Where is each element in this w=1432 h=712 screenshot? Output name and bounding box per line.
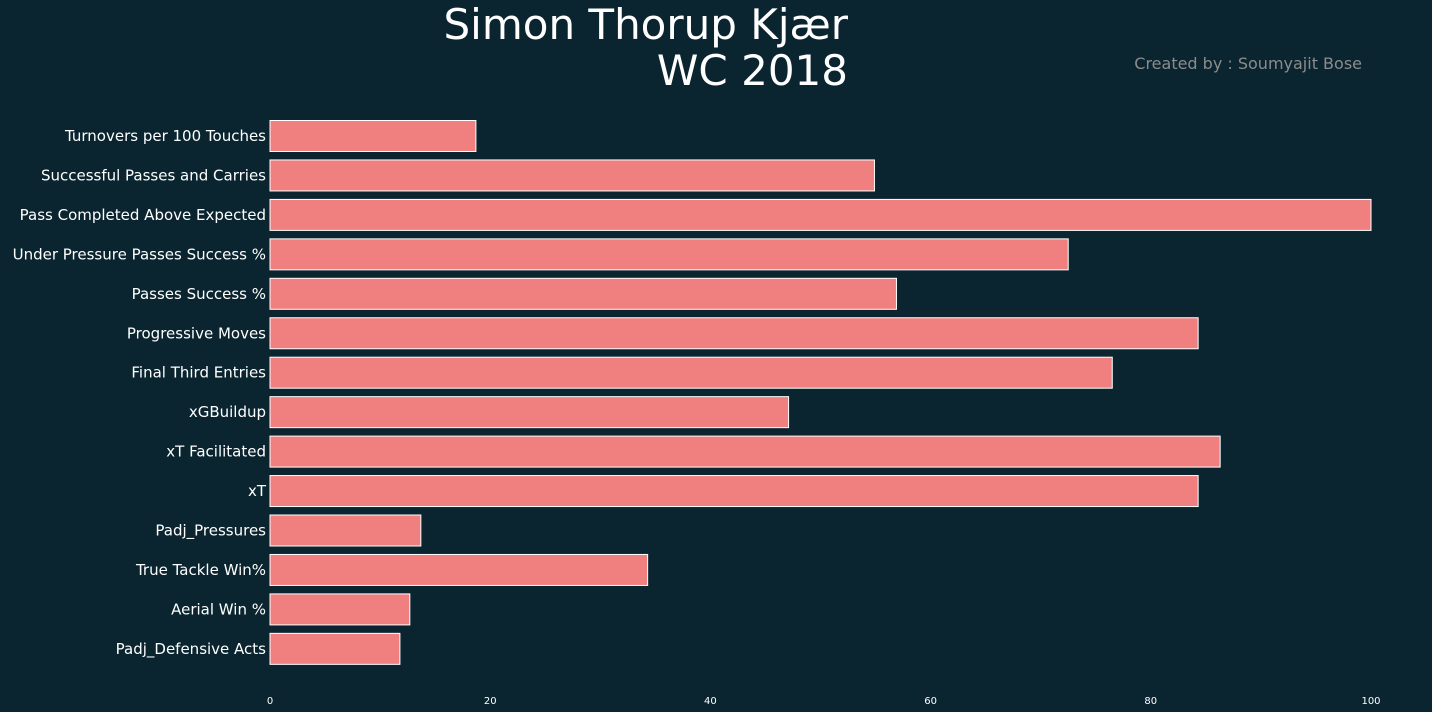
category-label: Aerial Win % xyxy=(171,600,266,618)
category-label: Pass Completed Above Expected xyxy=(20,206,266,224)
bar xyxy=(269,475,1199,508)
bar xyxy=(269,159,875,192)
bar xyxy=(269,356,1113,389)
category-label: True Tackle Win% xyxy=(135,561,266,579)
x-tick-label: 0 xyxy=(267,696,273,707)
bar xyxy=(269,317,1199,350)
credit-text: Created by : Soumyajit Bose xyxy=(1134,54,1362,73)
x-tick-label: 100 xyxy=(1361,696,1380,707)
category-label: xT Facilitated xyxy=(166,443,266,461)
x-tick-label: 80 xyxy=(1144,696,1157,707)
category-label: Successful Passes and Carries xyxy=(41,166,266,184)
x-tick-label: 60 xyxy=(924,696,937,707)
x-tick-label: 20 xyxy=(484,696,497,707)
bar xyxy=(269,396,790,429)
category-label: Under Pressure Passes Success % xyxy=(13,245,266,263)
bar xyxy=(269,435,1221,468)
category-label: Final Third Entries xyxy=(131,364,266,382)
category-label: Padj_Defensive Acts xyxy=(116,640,267,659)
category-label: Progressive Moves xyxy=(127,324,266,342)
category-label: Padj_Pressures xyxy=(155,522,266,541)
bar xyxy=(269,593,411,626)
category-label: xGBuildup xyxy=(189,403,266,421)
bar xyxy=(269,553,649,586)
bar xyxy=(269,514,422,547)
chart-title-line1: Simon Thorup Kjær xyxy=(443,0,849,49)
category-label: xT xyxy=(248,482,267,500)
chart-title-line2: WC 2018 xyxy=(656,46,848,95)
category-label: Passes Success % xyxy=(132,285,266,303)
chart-title: Simon Thorup Kjær WC 2018 xyxy=(380,0,849,95)
x-tick-label: 40 xyxy=(704,696,717,707)
bar xyxy=(269,120,477,152)
bar xyxy=(269,238,1069,271)
bar xyxy=(269,277,897,310)
bar xyxy=(269,198,1372,231)
category-label: Turnovers per 100 Touches xyxy=(64,127,266,145)
bar xyxy=(269,632,401,665)
